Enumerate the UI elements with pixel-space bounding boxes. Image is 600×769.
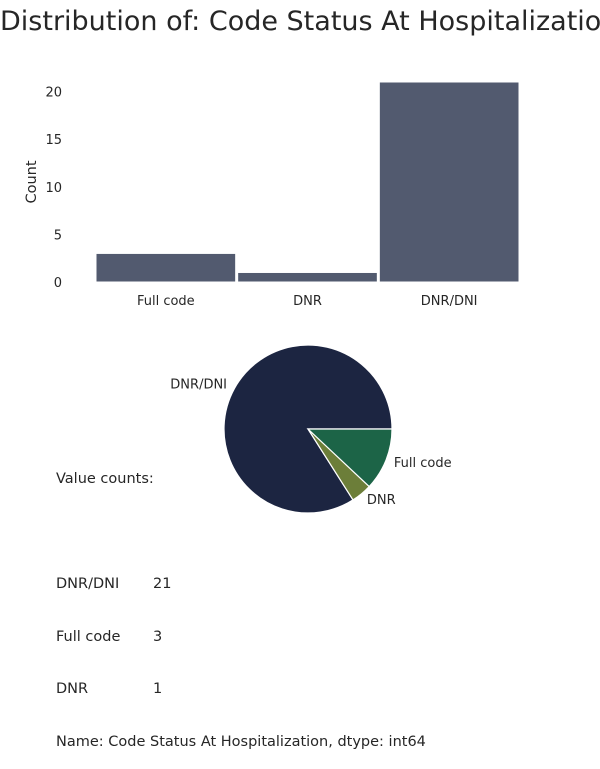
y-tick-label: 10 [45,181,62,196]
pie-slice-full-code [306,428,393,488]
value-counts-row: DNR/DNI 21 [56,576,426,594]
page-title: Distribution of: Code Status At Hospital… [0,6,600,37]
bar-chart: Full code DNR DNR/DNI 0 5 10 15 20 Count [24,81,520,309]
value-counts-row: Full code 3 [56,629,426,647]
pie-chart: DNR/DNI DNR Full code [170,344,452,514]
y-tick-label: 0 [54,276,62,291]
x-tick-label: DNR [293,294,322,309]
charts-canvas: Full code DNR DNR/DNI 0 5 10 15 20 Count DNR/DNI… [24,81,520,514]
value-counts-category: DNR/DNI [56,576,120,592]
value-counts-count: 3 [153,628,163,645]
value-counts-category: Full code [56,628,121,645]
y-axis-label: Count [24,160,40,203]
pie-label: Full code [394,456,452,471]
pie-label: DNR [367,493,396,508]
bar-dnr [237,271,378,283]
pie-label: DNR/DNI [170,377,227,392]
y-tick-label: 5 [54,228,62,243]
bar-full-code [95,252,237,283]
y-tick-label: 20 [45,86,62,101]
value-counts-header: Value counts: [56,471,154,487]
value-counts-category: DNR [56,681,89,697]
value-counts-count: 1 [153,681,163,697]
value-counts-row: DNR 1 [56,681,426,699]
bar-dnr-dni [378,81,520,283]
value-counts-count: 21 [153,576,172,592]
value-counts-footer: Name: Code Status At Hospitalization, dt… [56,733,426,750]
x-tick-label: Full code [137,294,195,309]
value-counts: Value counts: DNR/DNI 21 Full code 3 DNR 1 … [56,436,426,769]
value-counts-spacer [56,524,426,542]
x-tick-label: DNR/DNI [421,294,478,309]
y-tick-label: 15 [45,133,62,148]
